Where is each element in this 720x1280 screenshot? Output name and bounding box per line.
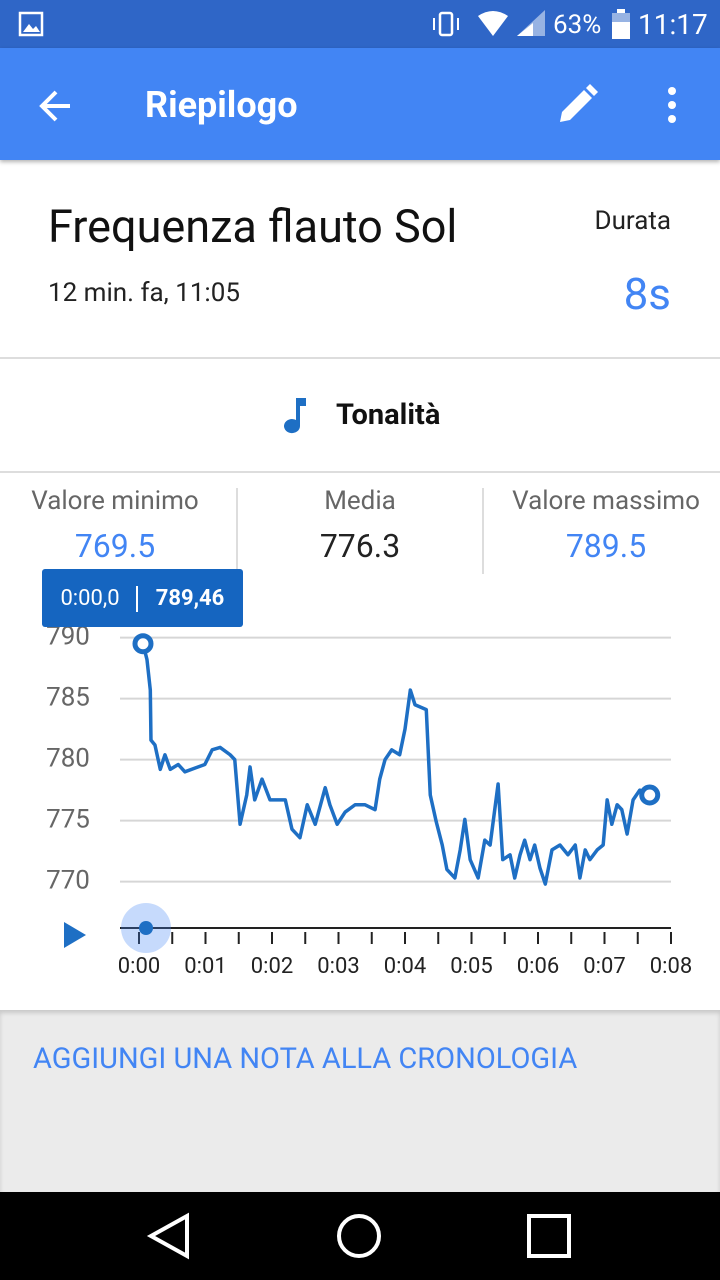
gallery-icon: [18, 11, 44, 37]
x-tick-label: 0:03: [317, 954, 359, 979]
nav-home[interactable]: [335, 1212, 383, 1260]
back-button[interactable]: [36, 86, 76, 126]
x-tick-label: 0:00: [118, 954, 160, 979]
run-timestamp: 12 min. fa, 11:05: [48, 278, 240, 308]
notes-area: [0, 1010, 720, 1192]
y-tick-label: 770: [46, 866, 90, 896]
overflow-menu-button[interactable]: [662, 86, 682, 126]
y-tick-label: 780: [46, 743, 90, 773]
status-icons: [433, 10, 545, 37]
point-marker: [132, 633, 154, 655]
x-tick-label: 0:07: [583, 954, 625, 979]
divider: [0, 357, 720, 359]
point-marker: [639, 784, 661, 806]
nav-recents[interactable]: [525, 1212, 573, 1260]
app-bar: [0, 48, 720, 160]
stat-value: 776.3: [319, 527, 401, 565]
x-tick-label: 0:06: [517, 954, 559, 979]
stat-label: Valore massimo: [512, 486, 700, 516]
add-note-button[interactable]: AGGIUNGI UNA NOTA ALLA CRONOLOGIA: [33, 1042, 578, 1076]
tooltip-value: 789,46: [156, 586, 225, 611]
navigation-bar: [0, 1192, 720, 1280]
x-tick-label: 0:04: [384, 954, 426, 979]
stat-value: 789.5: [565, 527, 647, 565]
edit-button[interactable]: [556, 84, 598, 126]
divider: [0, 471, 720, 473]
playhead: [139, 921, 153, 935]
tooltip: [42, 569, 243, 627]
data-line: [141, 643, 651, 886]
x-tick-label: 0:01: [184, 954, 226, 979]
y-tick-label: 775: [46, 805, 90, 835]
stat-value: 769.5: [74, 527, 156, 565]
tooltip-time: 0:00,0: [60, 586, 119, 611]
stat-label: Media: [324, 486, 396, 516]
x-tick-label: 0:08: [650, 954, 692, 979]
stat-label: Valore minimo: [31, 486, 199, 516]
duration-value: 8s: [623, 268, 671, 320]
divider: [482, 488, 484, 574]
battery-level: 63%: [553, 10, 602, 40]
sensor-name: Tonalità: [336, 398, 441, 432]
y-tick-label: 785: [46, 682, 90, 712]
x-tick-label: 0:05: [450, 954, 492, 979]
run-title: Frequenza flauto Sol: [48, 200, 458, 253]
music-note-icon: [284, 398, 306, 434]
nav-back[interactable]: [145, 1212, 193, 1260]
status-bar: [0, 0, 720, 48]
clock: 11:17: [638, 8, 708, 41]
app-bar-title: Riepilogo: [145, 84, 298, 126]
play-button[interactable]: [64, 922, 86, 948]
duration-label: Durata: [594, 206, 672, 236]
x-tick-label: 0:02: [251, 954, 293, 979]
battery-icon: [612, 9, 630, 39]
divider: [236, 488, 238, 574]
